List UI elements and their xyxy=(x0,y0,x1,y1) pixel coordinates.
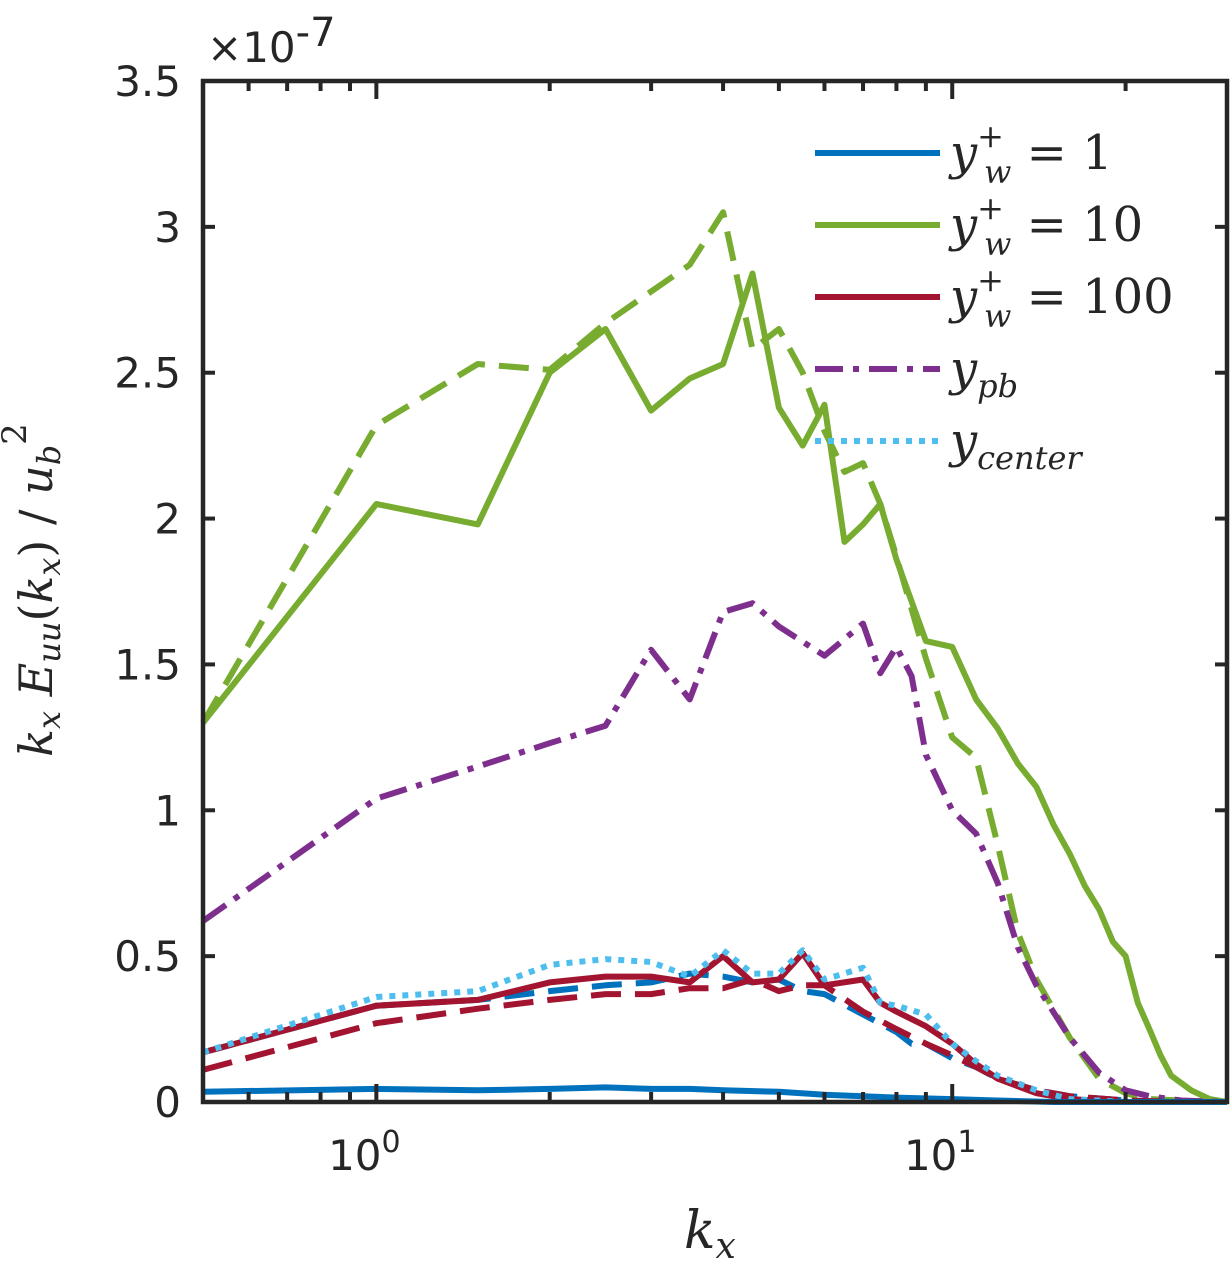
y-tick-label-0: 0 xyxy=(154,1078,181,1127)
legend-entry-1: y+ w = 10 xyxy=(815,189,1143,263)
legend-entry-4: ycenter xyxy=(815,413,1083,477)
axes-layer xyxy=(200,78,1230,1105)
series-line-2 xyxy=(201,600,1228,1105)
y-axis-label: kx Euu(kx) / ub2 xyxy=(0,423,68,757)
legend-label-2: y+ w = 100 xyxy=(948,261,1174,335)
y-tick-label-6: 3 xyxy=(154,203,181,252)
y-tick-label-2: 1 xyxy=(154,786,181,835)
series-line-3 xyxy=(202,970,1227,1105)
legend-label-4: ycenter xyxy=(948,413,1083,477)
legend-entry-0: y+ w = 1 xyxy=(815,117,1113,191)
y-multiplier-exponent: -7 xyxy=(296,10,336,56)
series-line-6 xyxy=(202,947,1227,1105)
x-axis-label-sub: x xyxy=(716,1226,736,1264)
legend-label-1: y+ w = 10 xyxy=(948,189,1143,263)
x-axis-label: kx xyxy=(684,1201,736,1264)
x-tick-label-base: 10 xyxy=(328,1131,381,1180)
y-tick-label-7: 3.5 xyxy=(114,57,181,106)
legend-entry-2: y+ w = 100 xyxy=(815,261,1174,335)
y-tick-label-4: 2 xyxy=(154,495,181,544)
y-tick-label-3: 1.5 xyxy=(114,640,181,689)
x-axis-label-base: k xyxy=(684,1201,716,1261)
series-line-1 xyxy=(200,270,1228,1105)
x-tick-label-exp: 1 xyxy=(957,1125,976,1160)
series-line-5 xyxy=(202,950,1227,1105)
y-tick-label-1: 0.5 xyxy=(114,932,181,981)
x-tick-label-0: 100 xyxy=(328,1125,401,1180)
x-tick-label-1: 101 xyxy=(904,1125,977,1180)
axes-box xyxy=(200,78,1230,1105)
svg-text:kx Euu(kx) / ub2: kx Euu(kx) / ub2 xyxy=(0,423,68,757)
y-tick-label-5: 2.5 xyxy=(114,349,181,398)
legend-entry-3: ypb xyxy=(815,341,1018,405)
x-tick-label-base: 10 xyxy=(904,1131,957,1180)
y-axis-multiplier: ×10-7 xyxy=(207,10,336,72)
legend-label-0: y+ w = 1 xyxy=(948,117,1113,191)
y-multiplier-base: ×10 xyxy=(207,23,296,72)
x-tick-label-exp: 0 xyxy=(382,1125,401,1160)
legend-label-3: ypb xyxy=(948,341,1018,405)
